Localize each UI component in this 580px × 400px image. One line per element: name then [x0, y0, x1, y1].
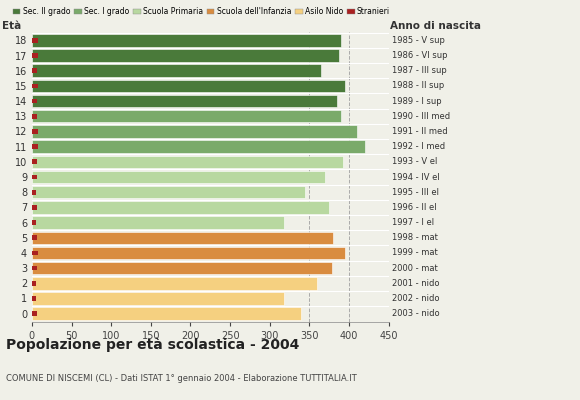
Bar — [32, 114, 38, 119]
Text: 1985 - V sup: 1985 - V sup — [392, 36, 444, 45]
Bar — [32, 125, 357, 138]
Bar — [32, 160, 37, 164]
Text: Anno di nascita: Anno di nascita — [390, 20, 481, 30]
Text: 1987 - III sup: 1987 - III sup — [392, 66, 446, 75]
Bar — [32, 247, 345, 259]
Bar — [32, 84, 38, 88]
Text: 1988 - II sup: 1988 - II sup — [392, 82, 444, 90]
Bar — [32, 110, 341, 122]
Bar — [32, 232, 333, 244]
Bar — [32, 190, 36, 194]
Bar — [32, 205, 37, 210]
Bar — [32, 53, 38, 58]
Text: 2000 - mat: 2000 - mat — [392, 264, 437, 272]
Text: 2003 - nido: 2003 - nido — [392, 309, 439, 318]
Bar — [32, 281, 36, 286]
Text: 2002 - nido: 2002 - nido — [392, 294, 439, 303]
Text: 1994 - IV el: 1994 - IV el — [392, 172, 439, 182]
Text: 2001 - nido: 2001 - nido — [392, 279, 439, 288]
Text: 1986 - VI sup: 1986 - VI sup — [392, 51, 447, 60]
Bar — [32, 250, 38, 255]
Bar — [32, 186, 305, 198]
Bar — [32, 38, 38, 43]
Bar — [32, 140, 365, 153]
Bar — [32, 277, 317, 290]
Bar — [32, 311, 37, 316]
Bar — [32, 34, 341, 46]
Text: 1989 - I sup: 1989 - I sup — [392, 96, 441, 106]
Bar — [32, 292, 284, 305]
Text: 1990 - III med: 1990 - III med — [392, 112, 450, 121]
Bar — [32, 80, 345, 92]
Text: 1996 - II el: 1996 - II el — [392, 203, 436, 212]
Bar — [32, 266, 38, 270]
Text: COMUNE DI NISCEMI (CL) - Dati ISTAT 1° gennaio 2004 - Elaborazione TUTTITALIA.IT: COMUNE DI NISCEMI (CL) - Dati ISTAT 1° g… — [6, 374, 357, 383]
Bar — [32, 220, 36, 225]
Bar — [32, 262, 332, 274]
Legend: Sec. II grado, Sec. I grado, Scuola Primaria, Scuola dell'Infanzia, Asilo Nido, : Sec. II grado, Sec. I grado, Scuola Prim… — [10, 4, 393, 19]
Bar — [32, 64, 321, 77]
Bar — [32, 156, 343, 168]
Bar — [32, 99, 38, 104]
Bar — [32, 171, 325, 183]
Bar — [32, 235, 38, 240]
Bar — [32, 216, 284, 229]
Bar — [32, 129, 38, 134]
Text: 1997 - I el: 1997 - I el — [392, 218, 434, 227]
Bar — [32, 201, 329, 214]
Text: Popolazione per età scolastica - 2004: Popolazione per età scolastica - 2004 — [6, 338, 299, 352]
Text: 1995 - III el: 1995 - III el — [392, 188, 438, 197]
Bar — [32, 296, 36, 301]
Bar — [32, 175, 37, 179]
Bar — [32, 49, 339, 62]
Text: 1998 - mat: 1998 - mat — [392, 233, 437, 242]
Text: 1999 - mat: 1999 - mat — [392, 248, 437, 258]
Text: 1991 - II med: 1991 - II med — [392, 127, 447, 136]
Text: 1993 - V el: 1993 - V el — [392, 157, 437, 166]
Bar — [32, 308, 302, 320]
Bar — [32, 144, 38, 149]
Bar — [32, 68, 37, 73]
Bar — [32, 95, 337, 107]
Text: 1992 - I med: 1992 - I med — [392, 142, 445, 151]
Text: Età: Età — [2, 20, 21, 30]
